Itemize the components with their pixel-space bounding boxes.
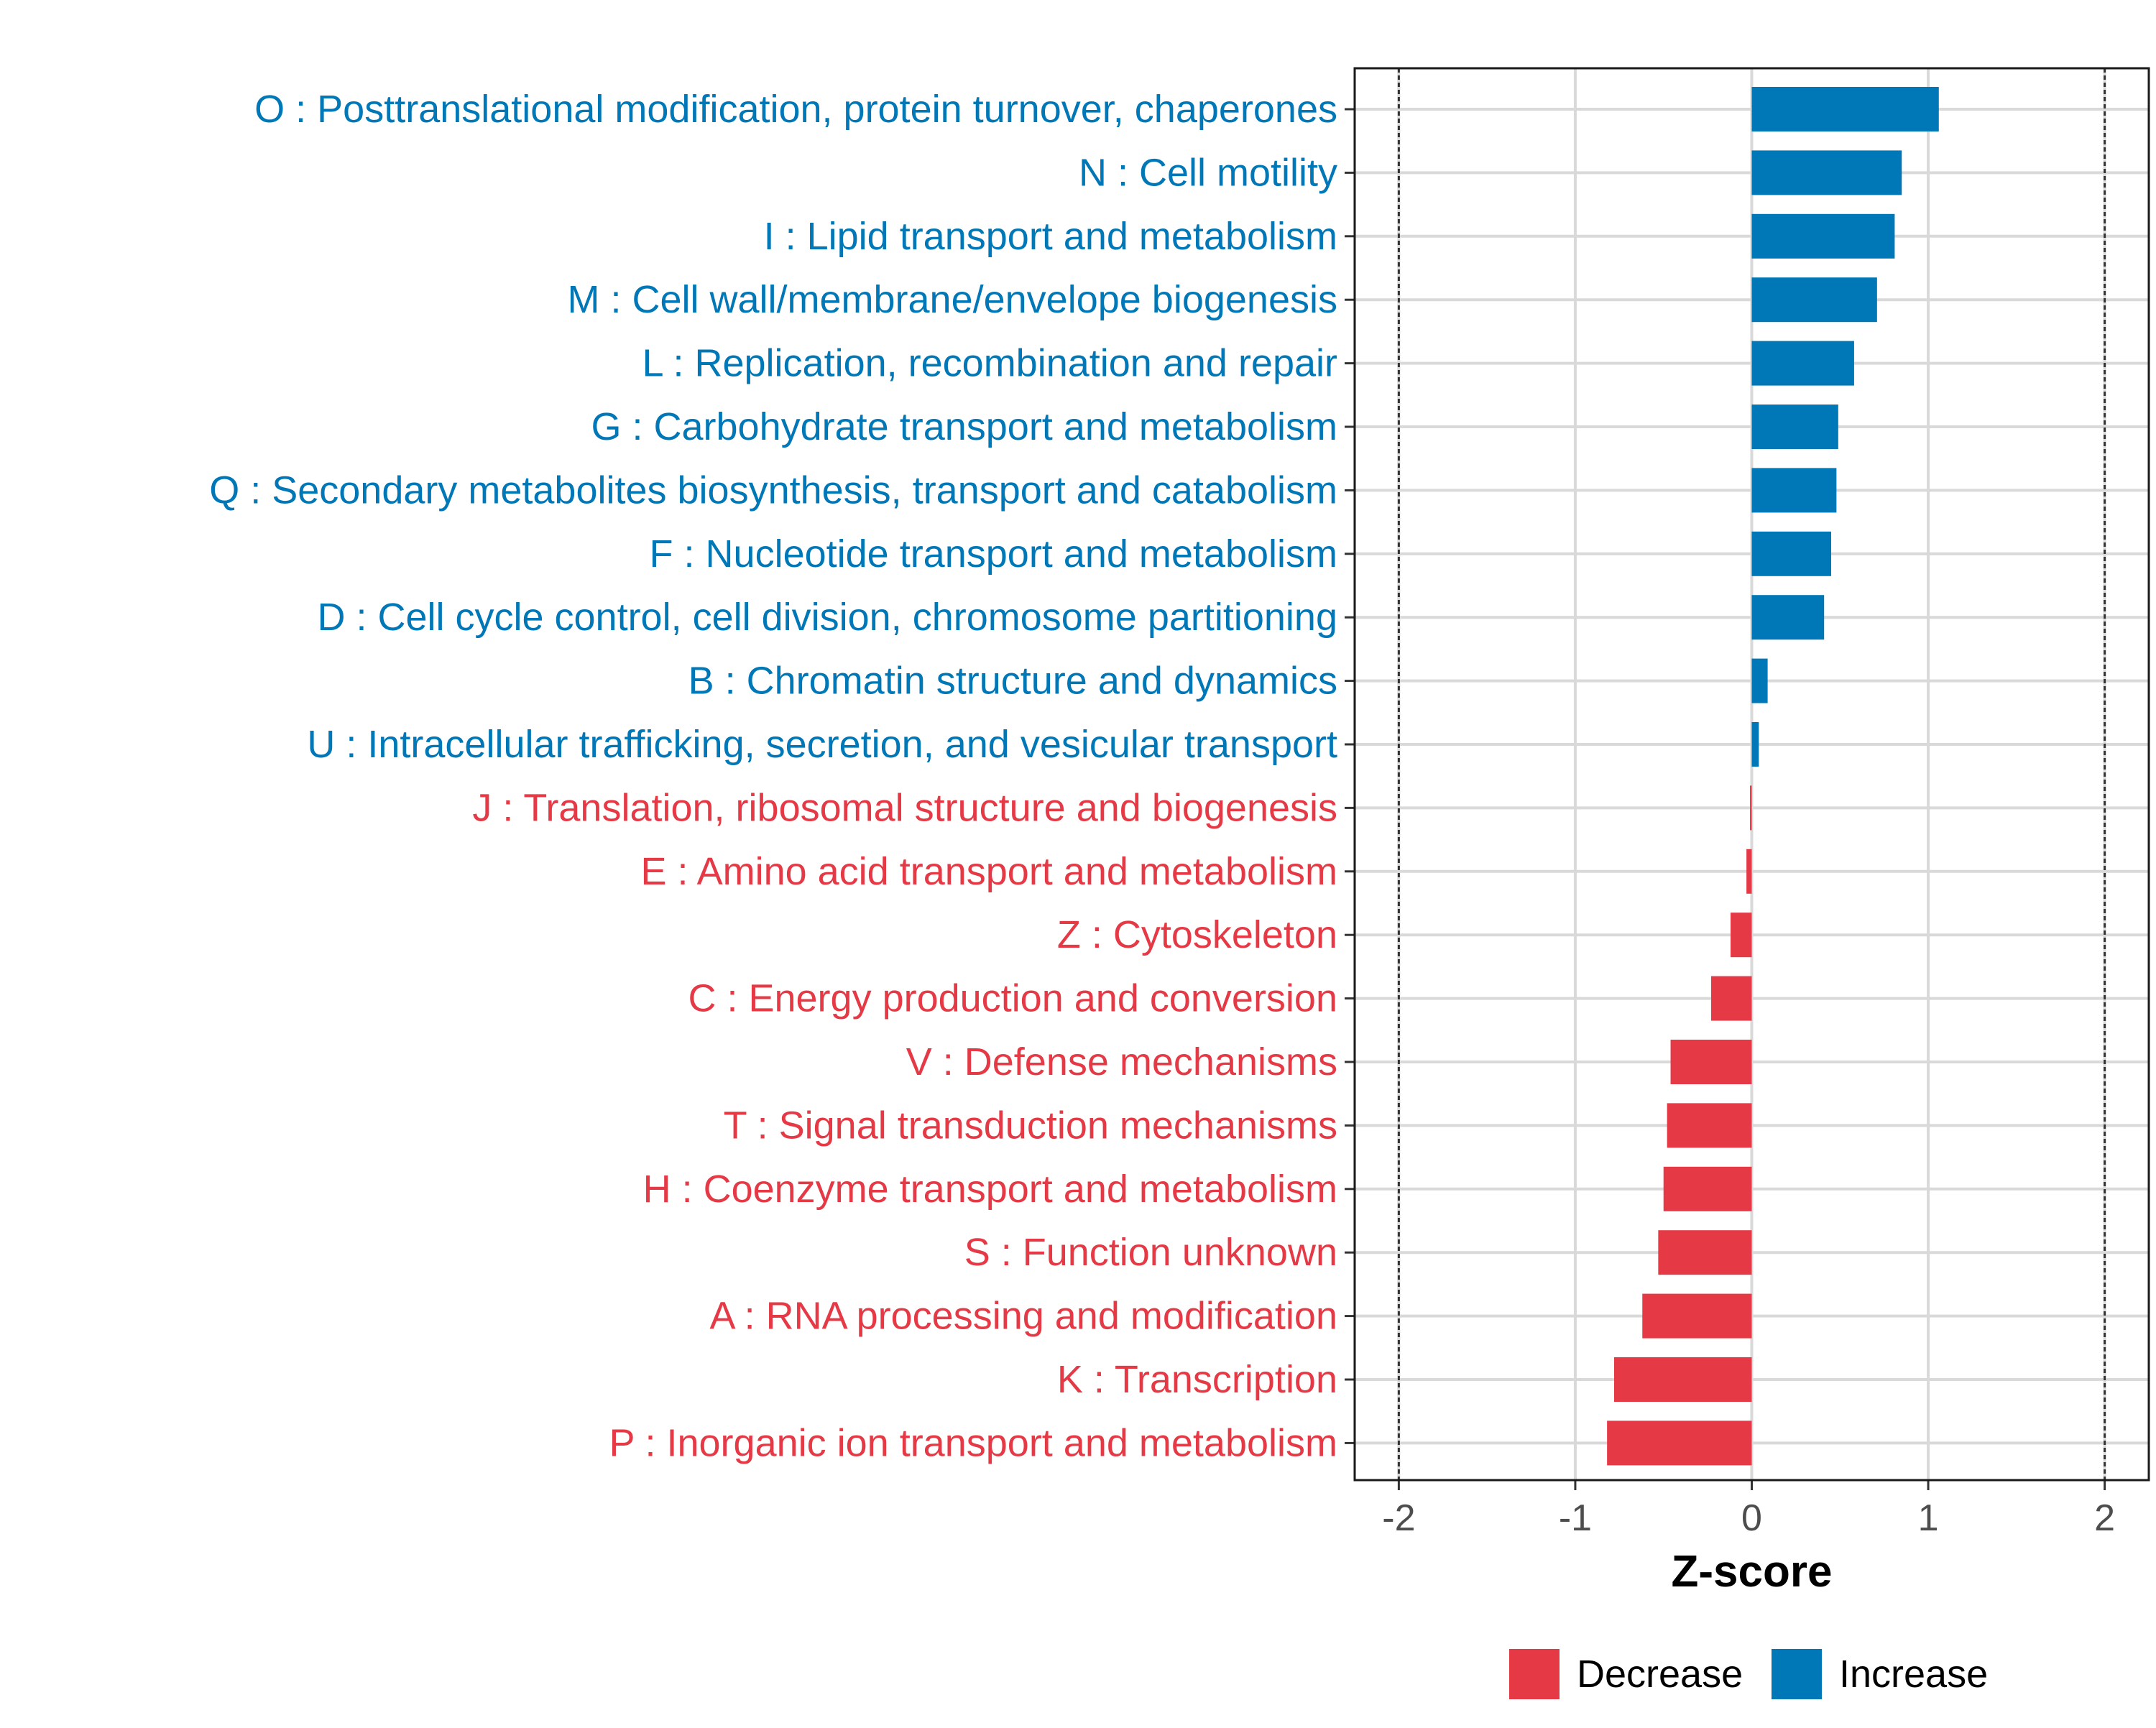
- x-axis-ticks: -2 -1 0 1 2: [1345, 108, 2115, 1539]
- category-label: J : Translation, ribosomal structure and…: [472, 786, 1337, 829]
- category-label: K : Transcription: [1057, 1358, 1337, 1401]
- legend-swatch: [1509, 1649, 1560, 1699]
- x-tick-label: 0: [1741, 1497, 1762, 1539]
- bar[interactable]: [1731, 912, 1752, 958]
- category-label: V : Defense mechanisms: [906, 1040, 1337, 1084]
- category-label: F : Nucleotide transport and metabolism: [650, 532, 1337, 576]
- category-label: M : Cell wall/membrane/envelope biogenes…: [567, 278, 1337, 321]
- x-tick-label: 1: [1918, 1497, 1939, 1539]
- category-label: D : Cell cycle control, cell division, c…: [317, 596, 1337, 639]
- legend-label: Decrease: [1577, 1653, 1743, 1696]
- bars: [1607, 87, 1939, 1466]
- bar[interactable]: [1751, 341, 1854, 386]
- bar[interactable]: [1750, 785, 1752, 831]
- bar[interactable]: [1711, 976, 1752, 1021]
- category-label: T : Signal transduction mechanisms: [724, 1104, 1337, 1147]
- bar[interactable]: [1751, 595, 1825, 640]
- bar[interactable]: [1613, 1357, 1752, 1402]
- bar[interactable]: [1642, 1293, 1752, 1339]
- category-label: Z : Cytoskeleton: [1057, 913, 1337, 956]
- bar[interactable]: [1746, 849, 1752, 894]
- category-label: E : Amino acid transport and metabolism: [641, 850, 1337, 893]
- category-label: B : Chromatin structure and dynamics: [688, 660, 1337, 703]
- bar[interactable]: [1663, 1166, 1752, 1211]
- x-tick-label: 2: [2094, 1497, 2115, 1539]
- bar[interactable]: [1670, 1040, 1752, 1084]
- x-tick-label: -1: [1559, 1497, 1592, 1539]
- category-label: A : RNA processing and modification: [710, 1295, 1337, 1338]
- bar[interactable]: [1751, 87, 1939, 131]
- category-label: I : Lipid transport and metabolism: [764, 215, 1337, 258]
- category-label: G : Carbohydrate transport and metabolis…: [591, 405, 1338, 448]
- bar[interactable]: [1751, 722, 1759, 767]
- bar[interactable]: [1667, 1103, 1752, 1148]
- bar[interactable]: [1751, 468, 1837, 513]
- x-tick-label: -2: [1382, 1497, 1415, 1539]
- category-label: Q : Secondary metabolites biosynthesis, …: [209, 468, 1337, 512]
- category-label: C : Energy production and conversion: [688, 977, 1337, 1020]
- bar[interactable]: [1751, 150, 1902, 195]
- category-label: O : Posttranslational modification, prot…: [254, 88, 1337, 131]
- bar[interactable]: [1658, 1230, 1752, 1275]
- category-label: U : Intracellular trafficking, secretion…: [307, 723, 1337, 766]
- category-label: P : Inorganic ion transport and metaboli…: [609, 1421, 1337, 1464]
- category-label: H : Coenzyme transport and metabolism: [643, 1168, 1337, 1211]
- category-label: L : Replication, recombination and repai…: [642, 342, 1337, 385]
- bar[interactable]: [1751, 405, 1838, 449]
- bar[interactable]: [1751, 277, 1877, 323]
- x-axis-title: Z-score: [1672, 1547, 1833, 1597]
- legend: Decrease Increase: [1509, 1649, 1988, 1699]
- bar[interactable]: [1751, 658, 1768, 703]
- category-label: S : Function unknown: [964, 1231, 1337, 1274]
- reference-lines: [1397, 68, 2106, 1480]
- legend-swatch: [1772, 1649, 1822, 1699]
- legend-label: Increase: [1839, 1653, 1988, 1696]
- category-labels: O : Posttranslational modification, prot…: [209, 88, 1337, 1464]
- plot-panel-border: [1353, 67, 2150, 1482]
- bar[interactable]: [1751, 531, 1832, 576]
- bar[interactable]: [1607, 1420, 1752, 1466]
- category-label: N : Cell motility: [1079, 151, 1337, 194]
- bar[interactable]: [1751, 213, 1895, 259]
